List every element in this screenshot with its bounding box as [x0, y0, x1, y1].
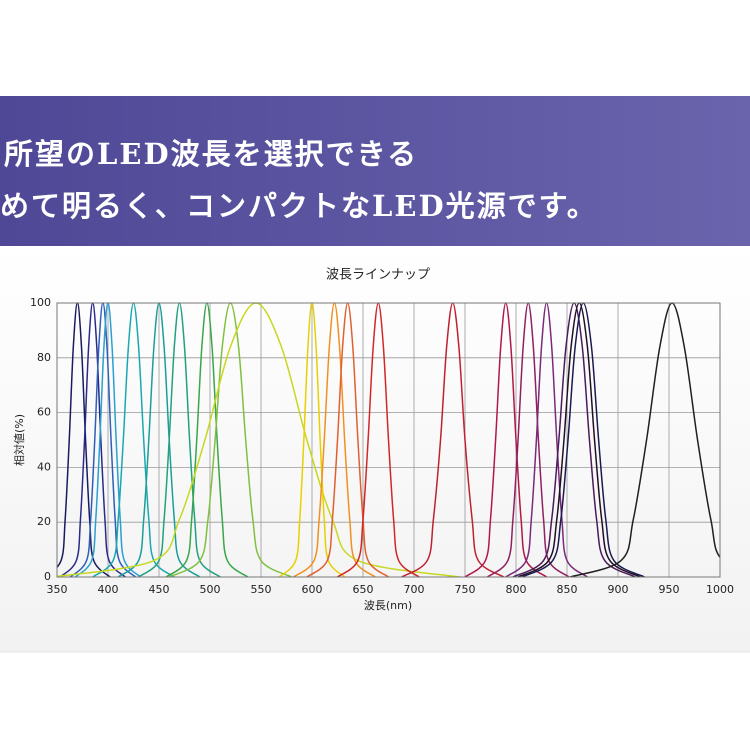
- y-tick-label: 60: [37, 406, 51, 419]
- banner-line: 所望のLED波長を選択できる: [4, 137, 418, 171]
- x-tick-label: 700: [404, 583, 425, 596]
- grid: [56, 302, 721, 578]
- plot-frame: [56, 302, 721, 578]
- banner: [0, 96, 750, 246]
- chart-title: 波長ラインナップ: [326, 268, 430, 283]
- x-axis-label: 波長(nm): [364, 599, 412, 612]
- y-tick-label: 0: [44, 570, 51, 583]
- x-tick-label: 950: [659, 583, 680, 596]
- x-tick-label: 600: [302, 583, 323, 596]
- x-tick-label: 350: [47, 583, 68, 596]
- y-axis-label: 相対値(%): [12, 414, 26, 466]
- y-tick-label: 20: [37, 515, 51, 528]
- x-tick-label: 550: [251, 583, 272, 596]
- y-tick-label: 80: [37, 351, 51, 364]
- x-tick-label: 800: [506, 583, 527, 596]
- x-tick-label: 650: [353, 583, 374, 596]
- chart-panel: [0, 246, 750, 652]
- x-tick-label: 750: [455, 583, 476, 596]
- x-tick-label: 850: [557, 583, 578, 596]
- x-tick-label: 400: [98, 583, 119, 596]
- banner-line: めて明るく、コンパクトなLED光源です。: [0, 189, 598, 223]
- x-tick-label: 1000: [706, 583, 734, 596]
- x-tick-label: 450: [149, 583, 170, 596]
- y-tick-label: 100: [30, 296, 51, 309]
- x-tick-label: 900: [608, 583, 629, 596]
- x-tick-label: 500: [200, 583, 221, 596]
- y-tick-label: 40: [37, 460, 51, 473]
